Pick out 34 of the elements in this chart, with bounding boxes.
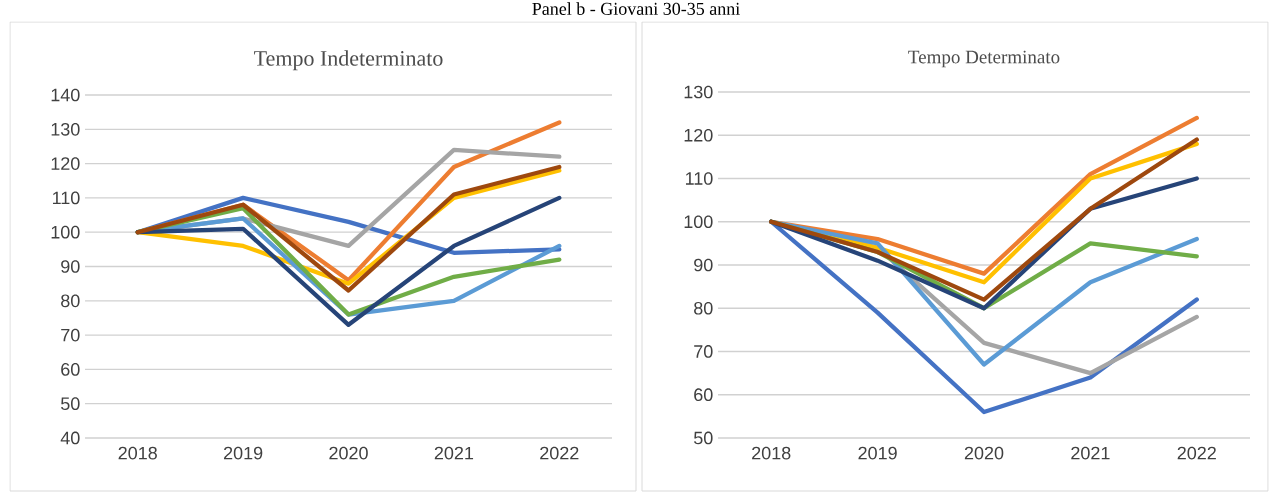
y-tick-label: 110 <box>52 191 80 205</box>
y-tick-label: 140 <box>51 88 80 102</box>
x-tick-label: 2022 <box>540 446 579 460</box>
line-series <box>769 219 1199 415</box>
y-tick-label: 80 <box>694 301 713 315</box>
y-tick-label: 50 <box>693 431 713 445</box>
text: Panel b - Giovani 30-35 anni <box>532 2 740 15</box>
y-tick-label: 130 <box>51 122 80 136</box>
x-tick-label: 2020 <box>329 446 368 460</box>
x-tick-label: 2018 <box>118 446 157 460</box>
y-tick-label: 110 <box>685 172 713 185</box>
x-tick-label: 2018 <box>752 446 791 460</box>
y-tick-label: 60 <box>61 363 80 376</box>
y-tick-label: 50 <box>61 397 80 411</box>
y-tick-label: 40 <box>60 431 80 445</box>
x-tick-label: 2020 <box>964 446 1004 460</box>
y-tick-label: 90 <box>694 258 713 272</box>
chart-title: Tempo Indeterminato <box>254 50 443 71</box>
y-tick-label: 90 <box>61 260 80 273</box>
chart-title: Tempo Determinato <box>908 50 1060 68</box>
x-tick-label: 2021 <box>434 446 474 460</box>
y-tick-label: 120 <box>51 157 80 170</box>
y-tick-label: 70 <box>61 328 80 342</box>
y-tick-label: 80 <box>61 294 80 308</box>
x-tick-label: 2021 <box>1071 446 1110 460</box>
y-tick-label: 70 <box>694 345 713 358</box>
y-tick-label: 100 <box>51 225 80 239</box>
y-tick-label: 100 <box>684 215 713 229</box>
y-tick-label: 120 <box>684 128 713 142</box>
y-tick-label: 130 <box>684 85 713 99</box>
x-tick-label: 2019 <box>858 446 897 460</box>
x-tick-label: 2019 <box>223 446 263 460</box>
y-tick-label: 60 <box>694 388 713 402</box>
x-tick-label: 2022 <box>1177 446 1216 460</box>
